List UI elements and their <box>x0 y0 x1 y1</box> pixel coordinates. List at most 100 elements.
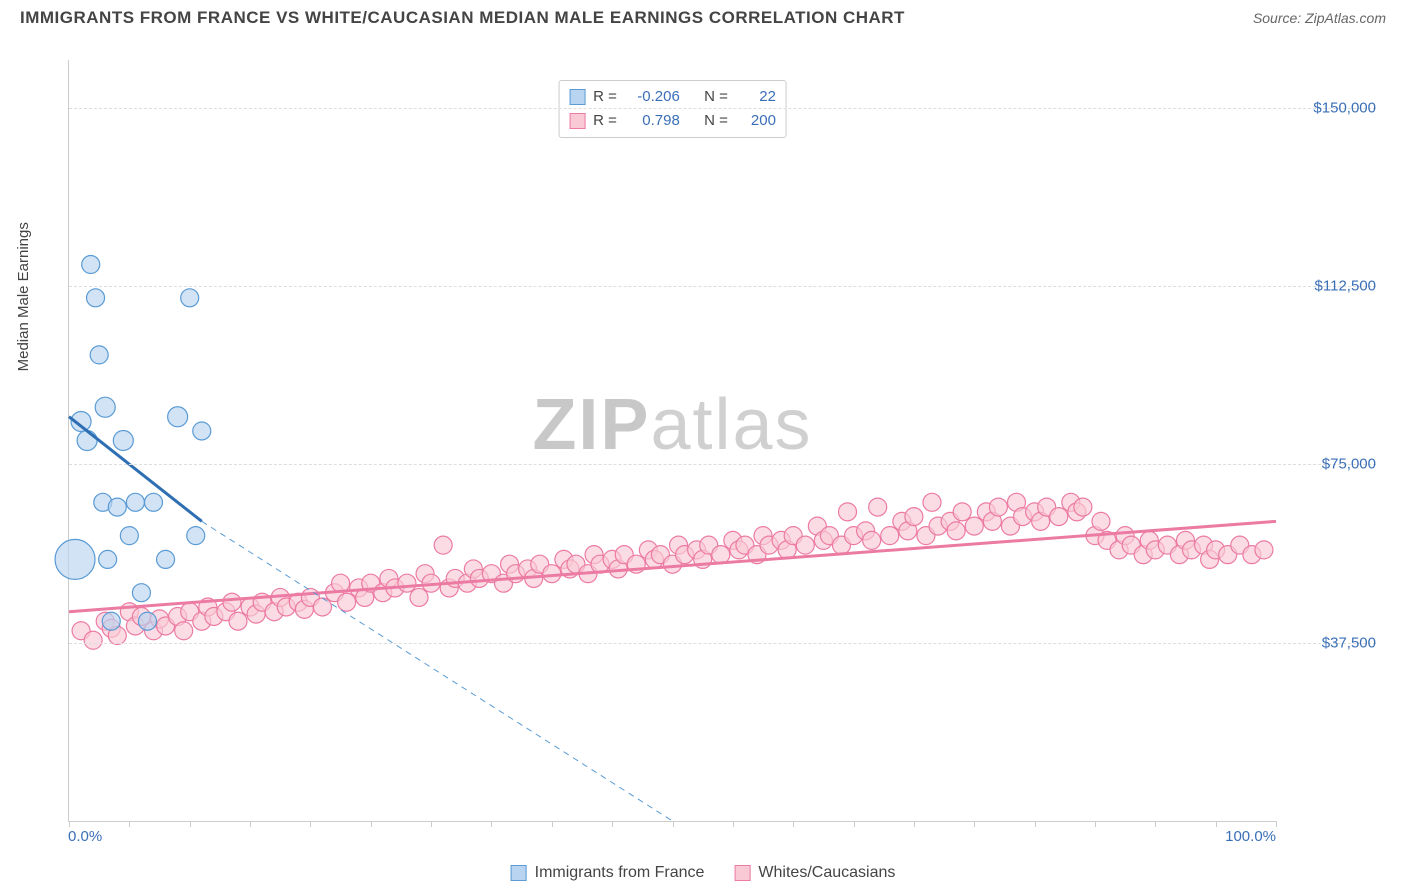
x-tick <box>1276 821 1277 827</box>
white-trendline <box>69 521 1276 611</box>
x-tick <box>491 821 492 827</box>
white-point <box>1092 512 1110 530</box>
france-point <box>120 527 138 545</box>
stats-legend-box: R = -0.206 N = 22R = 0.798 N = 200 <box>558 80 787 138</box>
plot-area: ZIPatlas R =-0.206 N =22R =0.798 N =200 … <box>68 60 1276 822</box>
y-axis-label: Median Male Earnings <box>15 222 32 371</box>
y-tick-label: $150,000 <box>1286 99 1376 116</box>
white-point <box>953 503 971 521</box>
gridline <box>69 108 1376 109</box>
swatch-white <box>569 113 585 129</box>
legend-label-france: Immigrants from France <box>535 864 705 882</box>
france-point <box>77 431 97 451</box>
white-point <box>965 517 983 535</box>
scatter-svg <box>69 60 1276 821</box>
france-point <box>108 498 126 516</box>
x-tick <box>129 821 130 827</box>
x-axis-min-label: 0.0% <box>68 828 102 845</box>
white-point <box>839 503 857 521</box>
y-tick-label: $37,500 <box>1286 634 1376 651</box>
stat-n-label: N = <box>704 85 728 109</box>
france-point <box>126 493 144 511</box>
france-point <box>181 289 199 307</box>
x-tick <box>371 821 372 827</box>
france-point <box>87 289 105 307</box>
white-point <box>881 527 899 545</box>
x-tick <box>1095 821 1096 827</box>
y-tick-label: $112,500 <box>1286 277 1376 294</box>
white-point <box>1050 508 1068 526</box>
france-point <box>99 550 117 568</box>
france-point <box>82 256 100 274</box>
legend-label-white: Whites/Caucasians <box>758 864 895 882</box>
x-tick <box>673 821 674 827</box>
france-point <box>144 493 162 511</box>
x-tick <box>1155 821 1156 827</box>
x-tick <box>310 821 311 827</box>
france-point <box>138 612 156 630</box>
white-point <box>1074 498 1092 516</box>
france-point <box>90 346 108 364</box>
white-point <box>796 536 814 554</box>
x-tick <box>190 821 191 827</box>
stat-n-value-white: 200 <box>736 109 776 133</box>
white-point <box>223 593 241 611</box>
white-point <box>229 612 247 630</box>
x-tick <box>69 821 70 827</box>
white-point <box>410 588 428 606</box>
white-point <box>905 508 923 526</box>
legend-item-white: Whites/Caucasians <box>734 864 895 882</box>
stat-r-label: R = <box>593 85 617 109</box>
x-tick <box>974 821 975 827</box>
stat-r-value-white: 0.798 <box>625 109 680 133</box>
france-point <box>95 397 115 417</box>
x-tick <box>914 821 915 827</box>
x-tick <box>250 821 251 827</box>
white-point <box>869 498 887 516</box>
white-point <box>398 574 416 592</box>
white-point <box>434 536 452 554</box>
france-point <box>168 407 188 427</box>
white-point <box>923 493 941 511</box>
x-tick <box>854 821 855 827</box>
x-tick <box>733 821 734 827</box>
x-tick <box>1035 821 1036 827</box>
white-point <box>338 593 356 611</box>
x-tick <box>612 821 613 827</box>
france-point <box>193 422 211 440</box>
france-point <box>132 584 150 602</box>
france-point <box>113 431 133 451</box>
france-point <box>55 539 95 579</box>
white-point <box>1255 541 1273 559</box>
legend-item-france: Immigrants from France <box>511 864 705 882</box>
white-point <box>84 631 102 649</box>
france-point <box>157 550 175 568</box>
y-tick-label: $75,000 <box>1286 456 1376 473</box>
stats-row-white: R =0.798 N =200 <box>569 109 776 133</box>
x-tick <box>431 821 432 827</box>
chart-title: IMMIGRANTS FROM FRANCE VS WHITE/CAUCASIA… <box>20 8 905 28</box>
x-tick <box>1216 821 1217 827</box>
x-tick <box>552 821 553 827</box>
france-point <box>187 527 205 545</box>
white-point <box>175 622 193 640</box>
stat-n-value-france: 22 <box>736 85 776 109</box>
white-point <box>863 531 881 549</box>
x-tick <box>793 821 794 827</box>
white-point <box>313 598 331 616</box>
white-point <box>947 522 965 540</box>
x-axis-max-label: 100.0% <box>1225 828 1276 845</box>
legend-swatch-france <box>511 865 527 881</box>
france-point <box>102 612 120 630</box>
gridline <box>69 464 1376 465</box>
gridline <box>69 643 1376 644</box>
x-axis-labels: 0.0% 100.0% <box>68 828 1276 852</box>
stat-r-value-france: -0.206 <box>625 85 680 109</box>
stats-row-france: R = -0.206 N = 22 <box>569 85 776 109</box>
white-point <box>989 498 1007 516</box>
legend-swatch-white <box>734 865 750 881</box>
stat-n-label: N = <box>704 109 728 133</box>
swatch-france <box>569 89 585 105</box>
source-attribution: Source: ZipAtlas.com <box>1253 10 1386 26</box>
gridline <box>69 286 1376 287</box>
